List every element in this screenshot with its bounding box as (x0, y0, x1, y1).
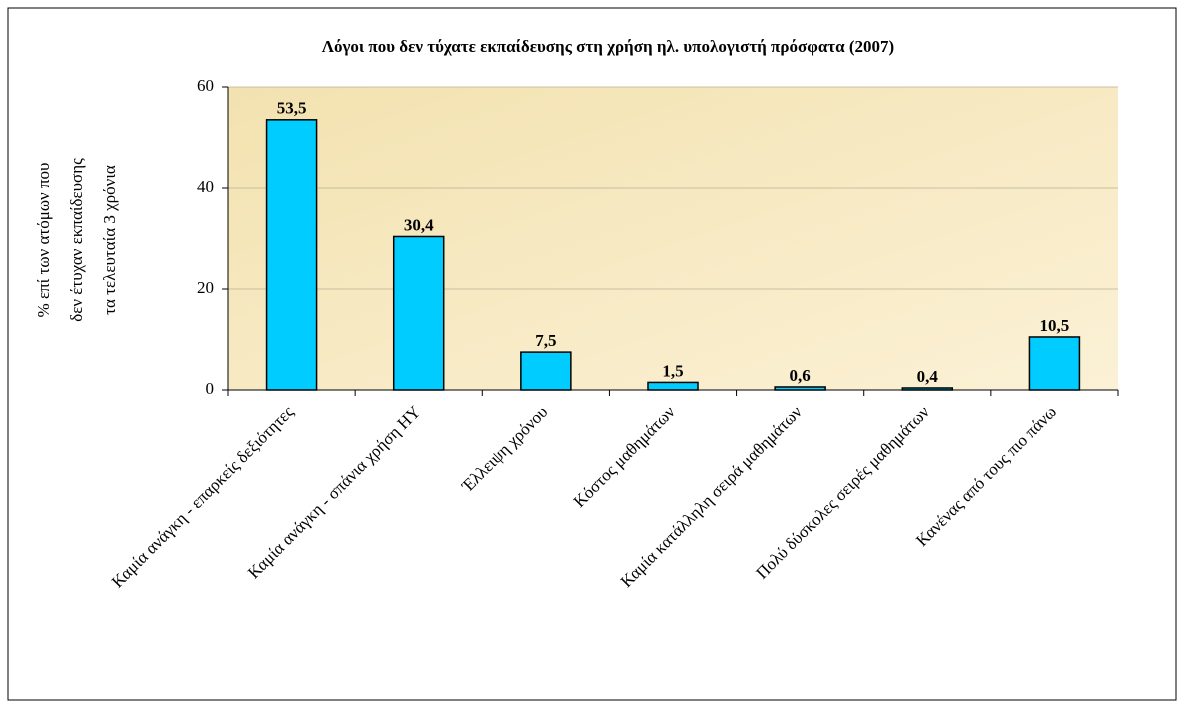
data-label: 10,5 (1040, 316, 1070, 335)
y-tick-label: 20 (197, 278, 214, 297)
bar (520, 351, 572, 391)
data-label: 0,4 (917, 367, 939, 386)
data-label: 7,5 (535, 331, 556, 350)
y-tick-label: 0 (206, 379, 215, 398)
y-axis-label: τα τελευταία 3 χρόνια (100, 165, 119, 315)
bar (774, 386, 826, 391)
y-tick-label: 40 (197, 177, 214, 196)
y-axis-label: δεν έτυχαν εκπαίδευσης (67, 158, 86, 322)
chart-title: Λόγοι που δεν τύχατε εκπαίδευσης στη χρή… (322, 37, 894, 56)
bar (1028, 336, 1081, 391)
data-label: 53,5 (277, 99, 307, 118)
bar (901, 387, 954, 391)
y-tick-label: 60 (197, 76, 214, 95)
bar (265, 119, 318, 391)
data-label: 0,6 (790, 366, 811, 385)
data-label: 1,5 (662, 361, 683, 380)
data-label: 30,4 (404, 215, 434, 234)
plot-area (228, 87, 1118, 390)
bar (392, 235, 445, 391)
bar (647, 381, 699, 391)
y-axis-label: % επί των ατόμων που (34, 163, 53, 318)
